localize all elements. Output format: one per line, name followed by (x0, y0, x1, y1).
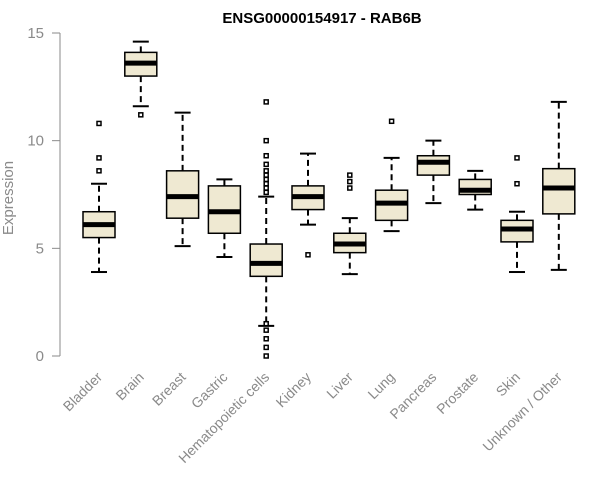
y-tick-label: 15 (27, 25, 44, 42)
box-unknown-other (542, 100, 576, 271)
outlier-point (138, 112, 144, 118)
outlier-point (263, 336, 269, 342)
x-category-label: Liver (323, 369, 356, 402)
x-category-label: Breast (149, 369, 189, 409)
x-category-label: Lung (364, 369, 397, 402)
outlier-point (263, 185, 269, 191)
x-category-label: Prostate (433, 369, 481, 417)
box-skin (500, 155, 534, 274)
iqr-box (249, 243, 283, 278)
outlier-point (96, 155, 102, 161)
x-category-label: Skin (493, 369, 524, 400)
box-breast (165, 111, 200, 248)
outlier-point (305, 252, 311, 258)
outlier-point (263, 327, 269, 333)
outlier-point (263, 180, 269, 187)
outlier-point (263, 168, 269, 174)
outlier-point (347, 172, 353, 178)
outlier-point (263, 152, 269, 159)
box-liver (333, 172, 367, 276)
outlier-point (263, 189, 269, 196)
iqr-box (416, 154, 451, 176)
box-brain (124, 40, 158, 118)
y-tick-label: 0 (36, 348, 44, 365)
iqr-box (542, 167, 576, 215)
box-kidney (291, 152, 325, 258)
x-category-label: Bladder (60, 369, 106, 415)
box-bladder (82, 120, 116, 274)
y-tick-label: 5 (36, 240, 44, 257)
outlier-point (263, 353, 269, 359)
outlier-point (347, 178, 353, 185)
boxes-group (82, 40, 576, 359)
x-category-label: Brain (112, 369, 146, 403)
outlier-point (514, 155, 520, 161)
y-tick-label: 10 (27, 133, 44, 150)
box-pancreas (416, 139, 451, 205)
outlier-point (263, 99, 269, 105)
x-category-label: Unknown / Other (479, 369, 565, 455)
outlier-point (263, 176, 269, 183)
chart-title: ENSG00000154917 - RAB6B (222, 10, 421, 27)
x-category-label: Kidney (273, 369, 315, 411)
outlier-point (388, 118, 395, 125)
outlier-point (263, 137, 269, 144)
outlier-point (263, 172, 269, 178)
outlier-point (96, 120, 102, 127)
box-prostate (458, 169, 492, 211)
outlier-point (96, 168, 102, 174)
outlier-point (347, 185, 353, 191)
box-hematopoietic-cells (249, 99, 283, 359)
outlier-point (263, 161, 269, 168)
box-lung (374, 118, 409, 233)
y-axis: 0 5 10 15 (27, 25, 61, 365)
outlier-point (514, 180, 520, 187)
y-axis-label: Expression (0, 161, 17, 235)
outlier-point (263, 344, 269, 351)
box-gastric (207, 178, 242, 258)
outlier-point (263, 320, 269, 327)
